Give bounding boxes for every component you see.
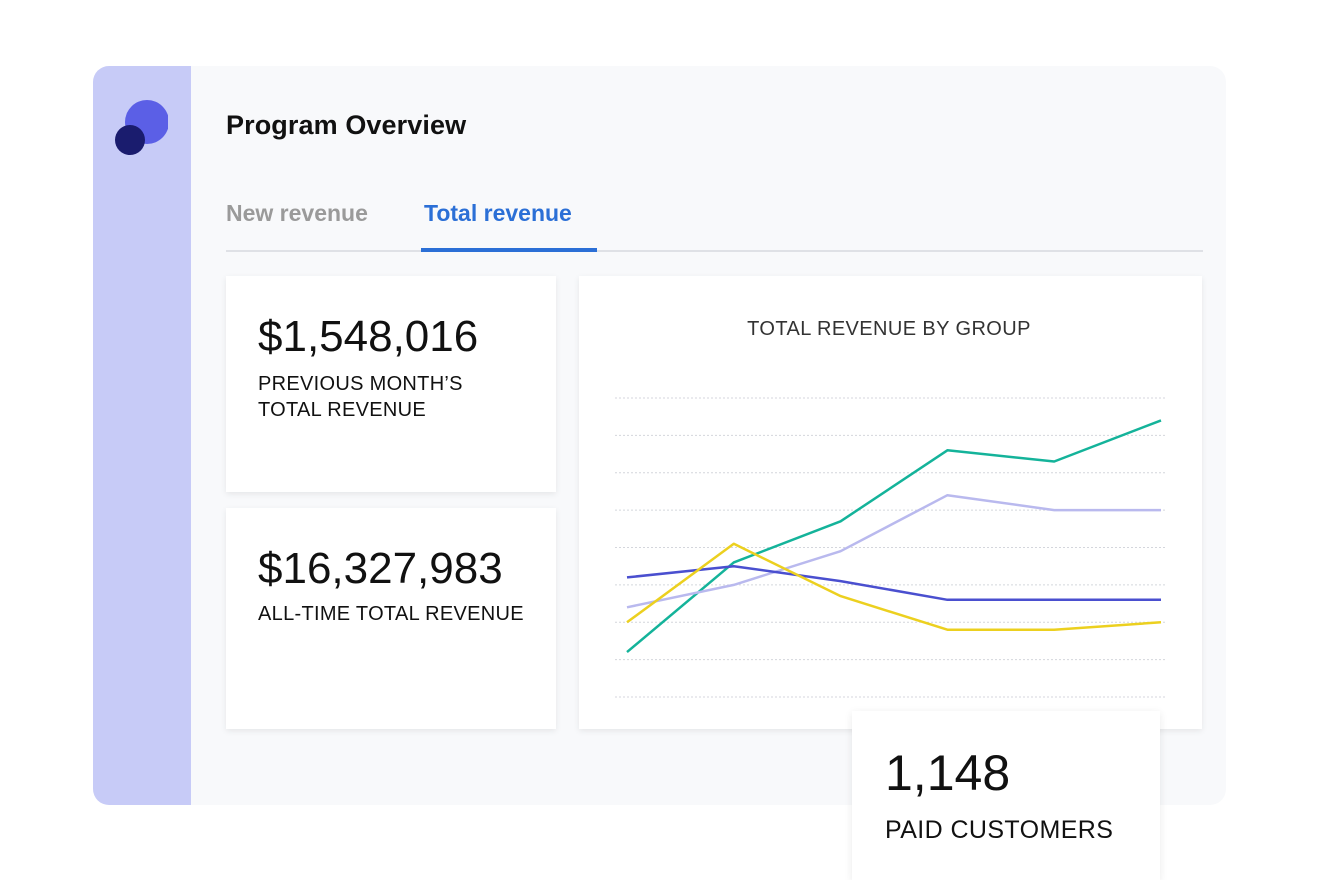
paid-customers-card: 1,148 PAID CUSTOMERS xyxy=(852,711,1160,880)
all-time-revenue-label: ALL-TIME TOTAL REVENUE xyxy=(258,603,524,625)
previous-month-revenue-label: PREVIOUS MONTH’S TOTAL REVENUE xyxy=(258,373,463,421)
sidebar xyxy=(93,66,191,805)
chart-series-line-3 xyxy=(626,564,1161,602)
tab-new-revenue[interactable]: New revenue xyxy=(226,200,368,226)
chart-series-line-2 xyxy=(626,493,1161,609)
brand-logo-icon[interactable] xyxy=(114,98,168,160)
logo-circle-small xyxy=(115,125,145,155)
all-time-revenue-card: $16,327,983 ALL-TIME TOTAL REVENUE xyxy=(226,508,556,729)
dashboard-window: Program Overview New revenue Total reven… xyxy=(93,66,1226,805)
chart-series-line-4 xyxy=(626,542,1162,631)
previous-month-revenue-card: $1,548,016 PREVIOUS MONTH’S TOTAL REVENU… xyxy=(226,276,556,492)
tab-bar: New revenue Total revenue xyxy=(226,186,1203,252)
previous-month-revenue-value: $1,548,016 xyxy=(258,312,479,361)
chart-series-line-1 xyxy=(626,419,1162,654)
page-title: Program Overview xyxy=(226,110,467,140)
paid-customers-label: PAID CUSTOMERS xyxy=(885,816,1114,844)
chart-title: TOTAL REVENUE BY GROUP xyxy=(747,318,1031,340)
tab-total-revenue[interactable]: Total revenue xyxy=(424,200,572,226)
active-tab-indicator xyxy=(421,248,597,252)
all-time-revenue-value: $16,327,983 xyxy=(258,544,503,593)
revenue-chart-card: TOTAL REVENUE BY GROUP xyxy=(579,276,1202,729)
revenue-line-chart xyxy=(615,397,1165,698)
paid-customers-value: 1,148 xyxy=(885,745,1011,801)
